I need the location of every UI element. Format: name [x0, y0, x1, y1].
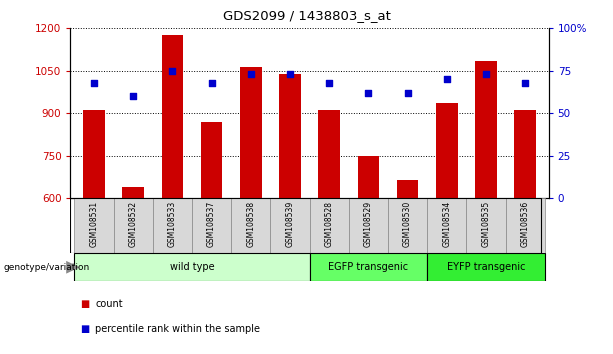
- Bar: [427, 198, 466, 253]
- Point: [324, 80, 334, 86]
- Bar: [318, 110, 340, 198]
- Text: GSM108536: GSM108536: [520, 201, 530, 247]
- Text: GSM108539: GSM108539: [286, 201, 294, 247]
- Text: GSM108534: GSM108534: [442, 201, 451, 247]
- Text: GSM108535: GSM108535: [481, 201, 490, 247]
- Text: ■: ■: [80, 324, 89, 334]
- Point: [246, 72, 256, 77]
- Bar: [201, 122, 223, 198]
- Point: [128, 93, 138, 99]
- Point: [403, 90, 413, 96]
- Bar: [162, 35, 183, 198]
- Bar: [357, 156, 379, 198]
- Text: GSM108533: GSM108533: [168, 201, 177, 247]
- Point: [520, 80, 530, 86]
- Bar: [310, 198, 349, 253]
- Bar: [427, 253, 545, 281]
- Point: [481, 72, 491, 77]
- Text: genotype/variation: genotype/variation: [3, 263, 89, 272]
- Text: GDS2099 / 1438803_s_at: GDS2099 / 1438803_s_at: [223, 9, 390, 22]
- Bar: [74, 253, 310, 281]
- Bar: [192, 198, 231, 253]
- Text: GSM108528: GSM108528: [325, 201, 333, 247]
- Text: EYFP transgenic: EYFP transgenic: [447, 262, 525, 272]
- Text: percentile rank within the sample: percentile rank within the sample: [95, 324, 260, 334]
- Bar: [231, 198, 270, 253]
- Bar: [388, 198, 427, 253]
- Text: GSM108532: GSM108532: [129, 201, 138, 247]
- Bar: [349, 198, 388, 253]
- Bar: [475, 61, 497, 198]
- Point: [89, 80, 99, 86]
- Bar: [310, 253, 427, 281]
- Bar: [240, 67, 262, 198]
- Point: [442, 76, 452, 82]
- Bar: [153, 198, 192, 253]
- Text: EGFP transgenic: EGFP transgenic: [329, 262, 408, 272]
- Point: [207, 80, 216, 86]
- Text: count: count: [95, 299, 123, 309]
- Bar: [74, 198, 113, 253]
- Text: GSM108537: GSM108537: [207, 201, 216, 247]
- Text: GSM108531: GSM108531: [89, 201, 99, 247]
- Point: [364, 90, 373, 96]
- Text: ■: ■: [80, 299, 89, 309]
- Point: [285, 72, 295, 77]
- Point: [167, 68, 177, 74]
- Bar: [123, 187, 144, 198]
- Text: GSM108530: GSM108530: [403, 201, 412, 247]
- Bar: [83, 110, 105, 198]
- Bar: [279, 74, 301, 198]
- Bar: [397, 180, 418, 198]
- Bar: [514, 110, 536, 198]
- Text: GSM108529: GSM108529: [364, 201, 373, 247]
- Text: GSM108538: GSM108538: [246, 201, 255, 247]
- Bar: [436, 103, 457, 198]
- Bar: [270, 198, 310, 253]
- Text: wild type: wild type: [170, 262, 215, 272]
- Bar: [506, 198, 545, 253]
- Bar: [466, 198, 506, 253]
- Bar: [113, 198, 153, 253]
